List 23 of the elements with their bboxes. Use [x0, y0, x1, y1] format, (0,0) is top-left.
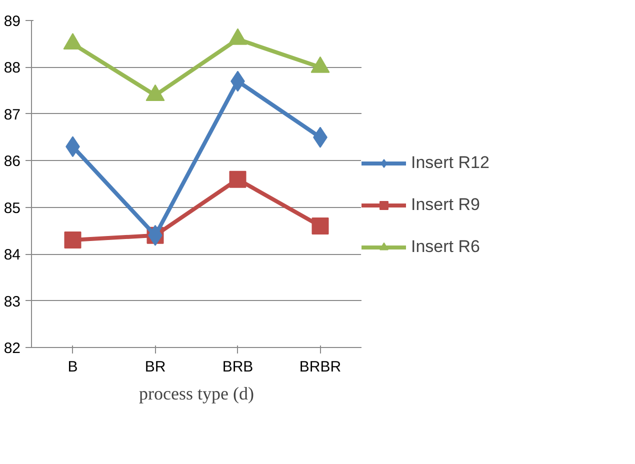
point	[228, 28, 248, 45]
point	[146, 84, 165, 101]
point	[310, 56, 330, 73]
x-tick-label: BRB	[222, 358, 254, 376]
x-tick-label: BR	[144, 358, 166, 376]
point	[64, 232, 82, 249]
point	[312, 218, 329, 235]
y-tick-label: 89	[4, 13, 21, 30]
y-tick-label: 85	[4, 200, 21, 217]
y-tick-label: 88	[4, 60, 21, 77]
y-tick-label: 82	[4, 340, 21, 357]
y-tick-label: 87	[4, 106, 21, 124]
legend-label: Insert R6	[411, 237, 480, 257]
y-tick-label: 86	[4, 153, 21, 170]
x-tick-label: B	[68, 358, 78, 376]
point	[63, 32, 82, 50]
x-axis-title: process type (d)	[139, 384, 254, 404]
legend-label: Insert R12	[411, 153, 490, 173]
point	[229, 170, 246, 188]
x-tick-label: BRBR	[299, 358, 342, 376]
legend-label: Insert R9	[411, 195, 480, 215]
y-tick-label: 83	[4, 293, 21, 310]
y-tick-label: 84	[4, 246, 21, 264]
